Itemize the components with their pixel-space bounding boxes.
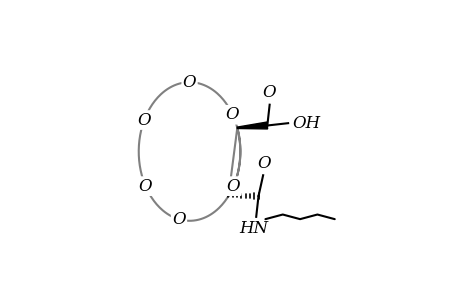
Text: OH: OH [292, 115, 320, 132]
Text: HN: HN [239, 220, 268, 237]
Text: O: O [262, 84, 276, 101]
Text: O: O [257, 155, 270, 172]
Text: O: O [226, 178, 240, 195]
Text: O: O [137, 112, 151, 128]
Text: O: O [182, 74, 196, 91]
Text: O: O [139, 178, 152, 195]
Text: O: O [172, 211, 185, 228]
Text: O: O [225, 106, 239, 123]
Polygon shape [237, 122, 267, 129]
